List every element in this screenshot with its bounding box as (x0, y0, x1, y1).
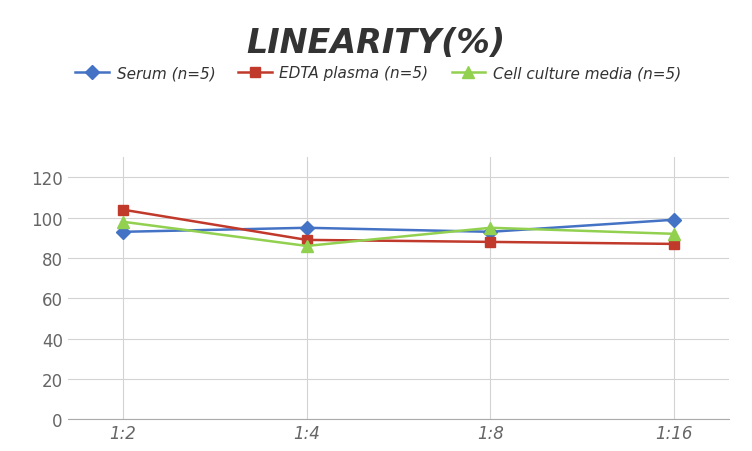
EDTA plasma (n=5) (302, 238, 311, 243)
Serum (n=5) (302, 226, 311, 231)
Cell culture media (n=5) (302, 244, 311, 249)
Cell culture media (n=5) (118, 220, 127, 225)
EDTA plasma (n=5) (486, 239, 495, 245)
Line: EDTA plasma (n=5): EDTA plasma (n=5) (118, 205, 679, 249)
Cell culture media (n=5) (486, 226, 495, 231)
Serum (n=5) (486, 230, 495, 235)
Cell culture media (n=5) (670, 232, 679, 237)
EDTA plasma (n=5) (118, 207, 127, 213)
Serum (n=5) (118, 230, 127, 235)
Text: LINEARITY(%): LINEARITY(%) (247, 27, 505, 60)
Line: Serum (n=5): Serum (n=5) (118, 216, 679, 237)
Legend: Serum (n=5), EDTA plasma (n=5), Cell culture media (n=5): Serum (n=5), EDTA plasma (n=5), Cell cul… (75, 66, 681, 81)
EDTA plasma (n=5) (670, 242, 679, 247)
Line: Cell culture media (n=5): Cell culture media (n=5) (117, 216, 680, 252)
Serum (n=5) (670, 217, 679, 223)
